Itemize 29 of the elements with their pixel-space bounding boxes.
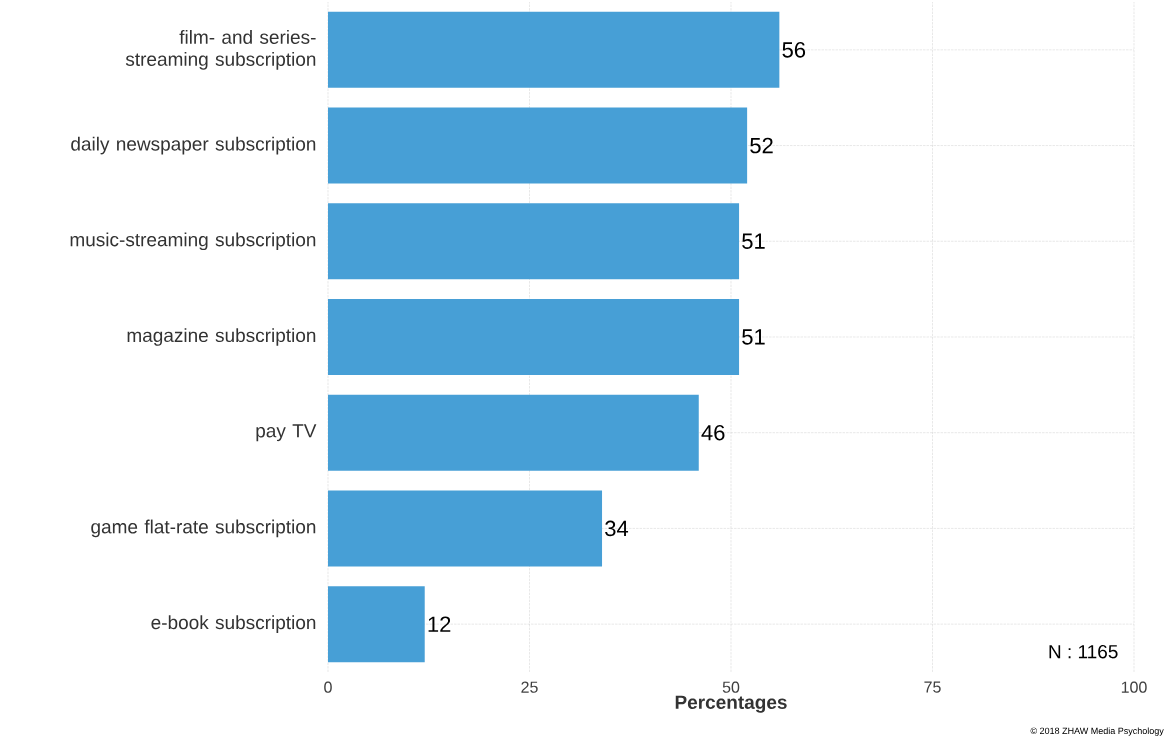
bar xyxy=(328,394,699,471)
y-tick-label: daily newspaper subscription xyxy=(71,136,316,155)
x-tick-label: 50 xyxy=(722,681,740,693)
x-tick-label: 100 xyxy=(1121,681,1147,693)
data-label: 51 xyxy=(742,233,765,249)
x-axis-title: Percentages xyxy=(675,695,787,713)
text: © 2018 ZHAW Media Psychology xyxy=(1030,727,1164,736)
x-tick-label: 75 xyxy=(924,681,941,693)
annotation: N : 1165 xyxy=(1049,644,1118,659)
bar xyxy=(328,586,425,663)
data-label: 56 xyxy=(782,42,806,58)
data-label: 46 xyxy=(701,424,725,441)
bar xyxy=(328,107,748,184)
bar xyxy=(328,11,780,88)
bar xyxy=(328,203,740,280)
data-label: 34 xyxy=(605,520,629,537)
data-label: 52 xyxy=(750,137,773,154)
y-tick-label: magazine subscription xyxy=(127,328,316,346)
y-tick-label: e-book subscription xyxy=(151,615,316,633)
data-label: 51 xyxy=(742,329,765,345)
y-tick-label: film- and series-streaming subscription xyxy=(125,29,316,70)
y-tick-label: pay TV xyxy=(256,424,317,442)
data-label: 12 xyxy=(428,616,451,632)
y-tick-label: game flat-rate subscription xyxy=(91,519,316,538)
y-tick-label: music-streaming subscription xyxy=(70,232,316,251)
x-tick-label: 25 xyxy=(521,681,538,693)
bar xyxy=(328,490,603,567)
x-tick-label: 0 xyxy=(324,681,332,693)
bar xyxy=(328,298,740,375)
